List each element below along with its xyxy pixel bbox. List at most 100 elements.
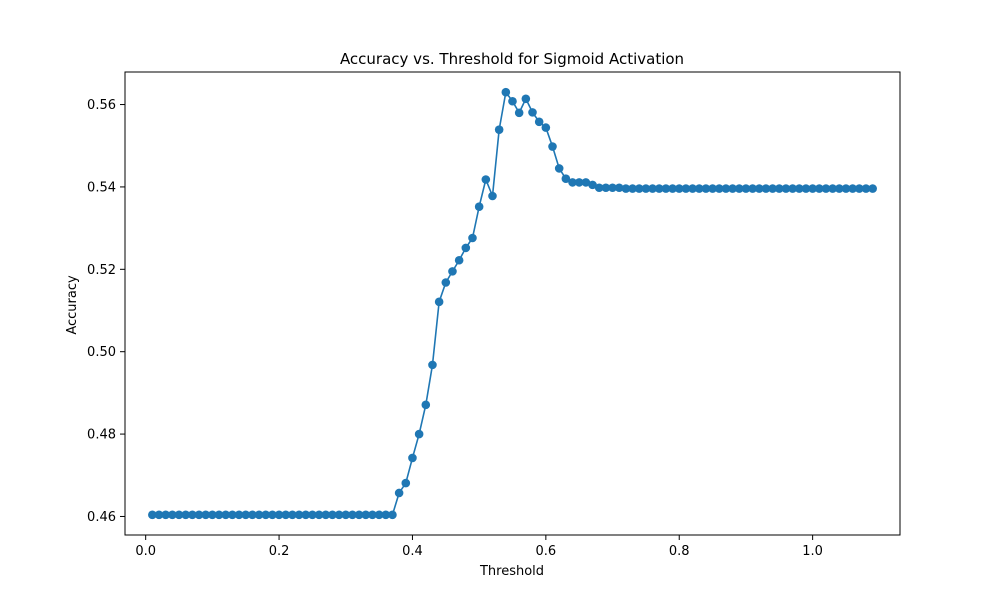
data-point <box>381 510 391 520</box>
data-point <box>534 117 544 127</box>
data-point <box>654 184 664 193</box>
data-point <box>708 184 717 193</box>
chart-title: Accuracy vs. Threshold for Sigmoid Activ… <box>340 50 684 68</box>
data-point <box>841 184 851 193</box>
data-point <box>574 178 584 187</box>
data-point <box>261 510 271 520</box>
data-point <box>494 125 504 134</box>
data-point <box>554 164 564 173</box>
data-point <box>148 510 157 520</box>
data-point <box>501 87 511 97</box>
data-point <box>541 123 551 132</box>
data-point <box>714 184 724 193</box>
data-point <box>754 184 764 193</box>
data-point <box>348 510 357 520</box>
data-point <box>581 178 591 187</box>
axes-frame <box>124 71 901 536</box>
data-point <box>781 184 791 193</box>
data-point <box>741 184 751 193</box>
data-point <box>188 510 197 520</box>
data-point <box>835 184 844 193</box>
data-point <box>868 184 877 193</box>
x-tick-label: 0.4 <box>402 544 423 559</box>
data-point <box>408 453 417 463</box>
data-point <box>208 510 217 520</box>
data-point <box>334 510 344 520</box>
data-point <box>734 184 744 193</box>
data-point <box>308 510 317 520</box>
data-point <box>614 183 624 193</box>
data-point <box>161 510 170 520</box>
data-point <box>688 184 697 193</box>
data-point <box>561 174 571 183</box>
data-point <box>801 184 811 193</box>
x-tick-label: 0.2 <box>269 544 290 559</box>
x-tick-label: 0.6 <box>536 544 557 559</box>
y-axis-label: Accuracy <box>65 275 80 335</box>
data-point <box>214 510 224 520</box>
data-point <box>368 510 377 520</box>
data-point <box>855 184 864 193</box>
data-point <box>674 184 684 193</box>
y-tick-label: 0.54 <box>87 180 116 195</box>
data-point <box>241 510 251 520</box>
data-point <box>248 510 257 520</box>
data-point <box>448 267 457 276</box>
data-point <box>528 108 537 117</box>
data-point <box>568 178 577 187</box>
data-point <box>488 191 497 201</box>
data-point <box>748 184 757 193</box>
data-point <box>514 108 524 118</box>
data-point <box>601 183 611 193</box>
x-tick-label: 0.0 <box>135 544 156 559</box>
data-point <box>154 510 164 520</box>
data-point <box>701 184 711 193</box>
data-point <box>481 175 491 184</box>
data-point <box>788 184 797 193</box>
data-point <box>808 184 817 193</box>
data-point <box>848 184 857 193</box>
data-point <box>828 184 837 193</box>
data-point <box>861 184 871 193</box>
data-point <box>814 184 824 193</box>
data-point <box>468 233 477 243</box>
data-point <box>194 510 204 520</box>
data-point <box>181 510 190 520</box>
data-point <box>221 510 231 520</box>
data-point <box>434 297 444 307</box>
data-point <box>608 183 617 193</box>
data-point <box>174 510 184 520</box>
data-point <box>821 184 831 193</box>
data-point <box>301 510 311 520</box>
x-tick-label: 1.0 <box>802 544 823 559</box>
data-point <box>628 184 637 193</box>
data-point <box>648 184 657 193</box>
data-point <box>228 510 237 520</box>
data-point <box>374 510 384 520</box>
data-point <box>474 202 484 211</box>
data-point <box>641 184 651 193</box>
data-point <box>681 184 691 193</box>
data-point <box>294 510 304 520</box>
data-point <box>728 184 737 193</box>
data-point <box>314 510 324 520</box>
data-point <box>254 510 264 520</box>
data-point <box>428 360 437 370</box>
data-point <box>414 429 424 439</box>
data-point <box>441 278 451 287</box>
data-point <box>421 400 431 410</box>
x-axis: 0.0 0.2 0.4 0.6 0.8 1.0 <box>135 535 823 559</box>
data-point <box>328 510 337 520</box>
data-point <box>361 510 371 520</box>
data-point <box>354 510 364 520</box>
y-tick-label: 0.50 <box>87 345 116 360</box>
data-point <box>661 184 671 193</box>
y-tick-label: 0.46 <box>87 510 116 525</box>
x-axis-label: Threshold <box>479 564 544 579</box>
data-point <box>521 94 531 104</box>
data-point <box>588 180 597 190</box>
data-point <box>321 510 331 520</box>
data-point <box>388 510 397 520</box>
